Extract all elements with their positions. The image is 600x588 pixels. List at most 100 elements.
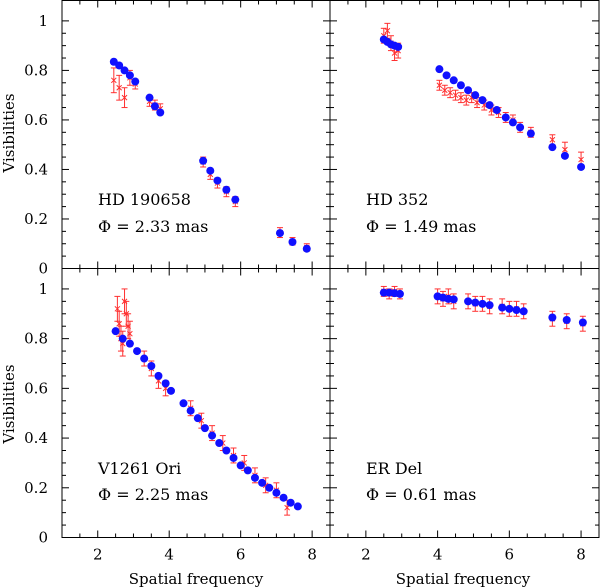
observed-point: [110, 67, 117, 94]
y-axis-label-top: Visibilities: [0, 93, 18, 173]
model-point: [394, 42, 403, 51]
model-point: [505, 304, 514, 313]
diameter-label: Φ = 0.61 mas: [366, 485, 476, 504]
model-point: [186, 406, 195, 415]
model-series: [379, 35, 586, 171]
observed-point: [457, 92, 464, 104]
observed-marker: [447, 89, 454, 96]
observed-point: [441, 84, 448, 96]
x-axis-label-left: Spatial frequency: [129, 570, 264, 588]
x-tick-label: 8: [576, 546, 586, 564]
star-name-label: V1261 Ori: [97, 459, 181, 478]
model-point: [272, 488, 281, 497]
tick-marks: [61, 0, 331, 269]
y-tick-label: 0.4: [24, 429, 48, 447]
model-point: [577, 162, 586, 171]
observed-point: [463, 94, 470, 106]
model-point: [449, 76, 458, 85]
y-tick-label: 0: [38, 260, 48, 278]
x-tick-label: 4: [433, 546, 443, 564]
model-point: [286, 498, 295, 507]
model-point: [243, 466, 252, 475]
x-tick-label: 4: [164, 546, 174, 564]
model-point: [115, 61, 124, 70]
model-point: [118, 334, 127, 343]
model-point: [275, 229, 284, 238]
observed-marker: [121, 94, 128, 101]
model-point: [166, 386, 175, 395]
model-point: [508, 118, 517, 127]
observed-marker: [562, 146, 568, 153]
model-point: [179, 399, 188, 408]
diameter-label: Φ = 1.49 mas: [366, 217, 476, 236]
y-tick-label: 0.2: [24, 210, 48, 228]
observed-marker: [384, 27, 391, 34]
y-axis-label-bottom: Visibilities: [0, 364, 18, 444]
model-point: [492, 106, 501, 115]
model-point: [302, 244, 311, 253]
model-point: [222, 446, 231, 455]
x-tick-label: 8: [307, 546, 317, 564]
model-point: [125, 339, 134, 348]
observed-point: [384, 22, 391, 39]
model-point: [562, 316, 571, 324]
observed-marker: [127, 330, 133, 337]
observed-marker: [549, 136, 556, 143]
y-tick-label: 0.8: [24, 330, 48, 348]
model-point: [516, 123, 525, 132]
tick-marks: [329, 0, 600, 269]
x-axis-label-right: Spatial frequency: [396, 570, 531, 588]
tick-marks: [61, 268, 331, 538]
star-name-label: HD 352: [366, 190, 428, 209]
model-point: [395, 289, 404, 298]
model-point: [478, 299, 487, 308]
model-point: [161, 379, 170, 388]
model-point: [258, 478, 267, 487]
model-point: [236, 461, 245, 470]
observed-marker: [110, 77, 117, 84]
model-point: [435, 65, 444, 74]
model-point: [229, 453, 238, 462]
y-tick-label: 0.2: [24, 479, 48, 497]
model-point: [279, 493, 288, 502]
model-point: [471, 298, 480, 307]
y-tick-label: 0.6: [24, 111, 48, 129]
observed-marker: [578, 156, 584, 163]
model-point: [442, 71, 451, 80]
model-point: [548, 313, 557, 322]
y-tick-label: 0.8: [24, 61, 48, 79]
observed-marker: [441, 87, 448, 94]
model-point: [478, 96, 487, 105]
diameter-label: Φ = 2.33 mas: [98, 217, 208, 236]
model-point: [449, 295, 458, 304]
x-tick-label: 6: [505, 546, 515, 564]
observed-point: [447, 87, 454, 99]
model-point: [265, 483, 274, 492]
star-name-label: HD 190658: [98, 190, 191, 209]
model-point: [560, 151, 569, 160]
model-point: [471, 91, 480, 100]
model-point: [206, 166, 215, 175]
model-point: [140, 354, 149, 363]
y-tick-label: 0: [38, 529, 48, 547]
model-point: [485, 301, 494, 310]
observed-marker: [391, 50, 398, 56]
model-point: [485, 101, 494, 110]
model-point: [133, 347, 142, 356]
model-point: [120, 66, 129, 75]
tick-marks: [329, 268, 600, 538]
model-point: [501, 113, 510, 122]
x-tick-label: 6: [236, 546, 246, 564]
model-point: [208, 431, 217, 440]
model-point: [548, 143, 557, 152]
model-point: [145, 93, 154, 102]
y-tick-label: 0.6: [24, 379, 48, 397]
model-point: [222, 185, 231, 194]
model-point: [293, 502, 302, 511]
y-tick-label: 1: [38, 280, 48, 298]
model-series: [109, 57, 311, 253]
model-point: [464, 297, 473, 306]
model-series: [111, 327, 302, 511]
observed-marker: [458, 94, 464, 101]
